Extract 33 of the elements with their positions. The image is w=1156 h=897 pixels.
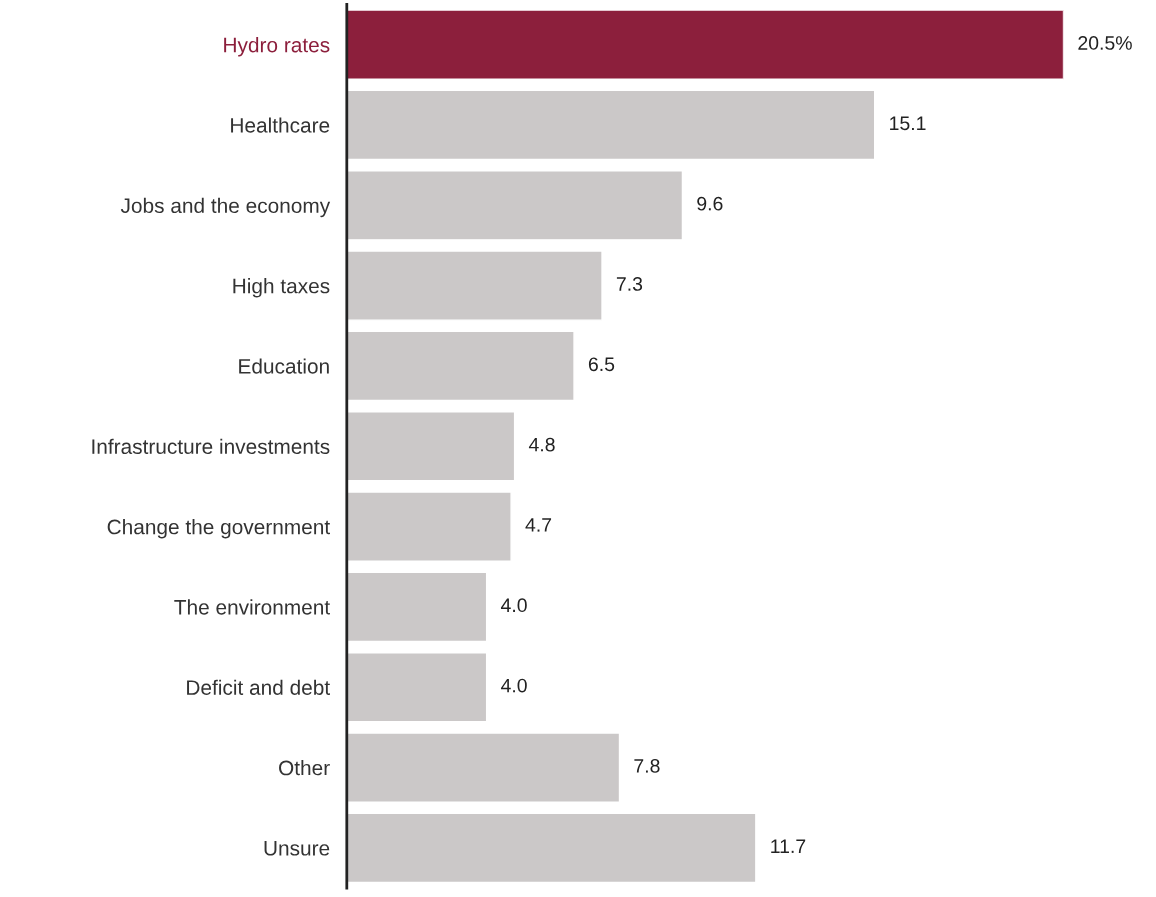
data-label: 4.7 xyxy=(525,518,552,532)
y-tick-label: Education xyxy=(239,358,329,374)
bar xyxy=(346,411,516,482)
y-tick-label: Other xyxy=(279,760,330,776)
bar xyxy=(346,651,488,723)
data-label: 4.0 xyxy=(500,678,527,693)
bar xyxy=(346,732,621,803)
data-label: 6.5 xyxy=(588,357,615,372)
bar xyxy=(346,89,876,161)
y-tick-label: Deficit and debt xyxy=(187,679,330,695)
data-label: 15.1 xyxy=(890,116,926,131)
bar xyxy=(346,9,1064,80)
data-label: 7.3 xyxy=(616,277,643,291)
y-tick-label: Infrastructure investments xyxy=(92,438,330,455)
bar xyxy=(346,170,684,241)
bar xyxy=(346,571,488,643)
y-tick-label: The environment xyxy=(174,599,330,615)
data-label: 7.8 xyxy=(634,759,660,773)
bar xyxy=(346,330,575,402)
data-label: 4.0 xyxy=(500,598,527,613)
y-tick-label: Hydro rates xyxy=(224,37,330,57)
y-tick-label: Change the government xyxy=(107,519,330,539)
bar xyxy=(346,491,512,562)
data-label: 9.6 xyxy=(697,196,723,211)
data-label: 20.5% xyxy=(1078,36,1132,50)
data-label: 4.8 xyxy=(528,437,555,452)
y-tick-label: High taxes xyxy=(233,278,330,298)
data-label: 11.7 xyxy=(771,839,806,853)
y-tick-label: Unsure xyxy=(264,841,330,856)
bar xyxy=(346,812,757,884)
y-tick-label: Healthcare xyxy=(231,117,330,133)
bar xyxy=(346,250,603,321)
y-tick-label: Jobs and the economy xyxy=(120,197,331,218)
